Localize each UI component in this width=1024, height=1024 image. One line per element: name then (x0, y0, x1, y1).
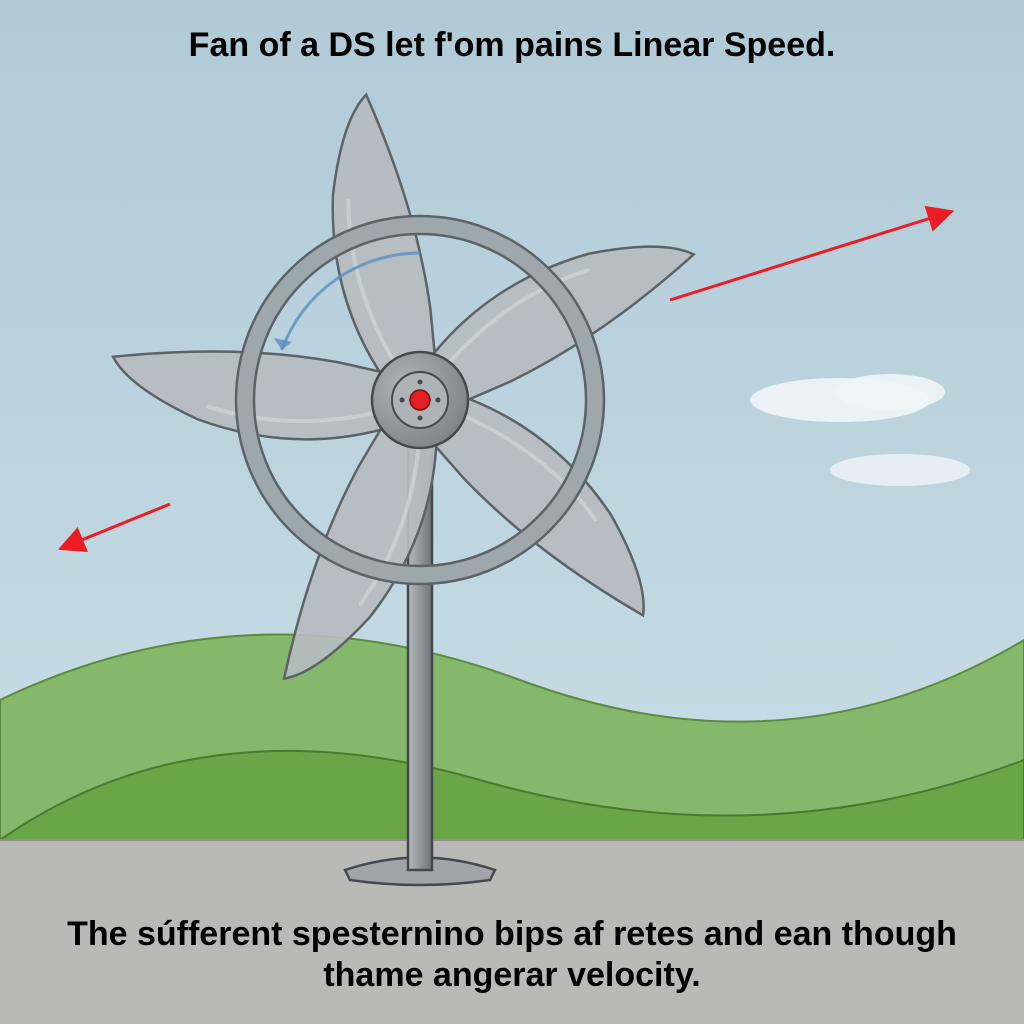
scene-svg (0, 0, 1024, 1024)
cloud (835, 374, 945, 410)
hub-screw (436, 398, 441, 403)
hub-screw (400, 398, 405, 403)
cloud (830, 454, 970, 486)
hub-screw (418, 380, 423, 385)
hub-center-dot (410, 390, 430, 410)
diagram-scene (0, 0, 1024, 1024)
diagram-caption: The súfferent spesternino bips af retes … (40, 914, 984, 996)
diagram-title: Fan of a DS let f'om pains Linear Speed. (0, 26, 1024, 65)
hub-screw (418, 416, 423, 421)
